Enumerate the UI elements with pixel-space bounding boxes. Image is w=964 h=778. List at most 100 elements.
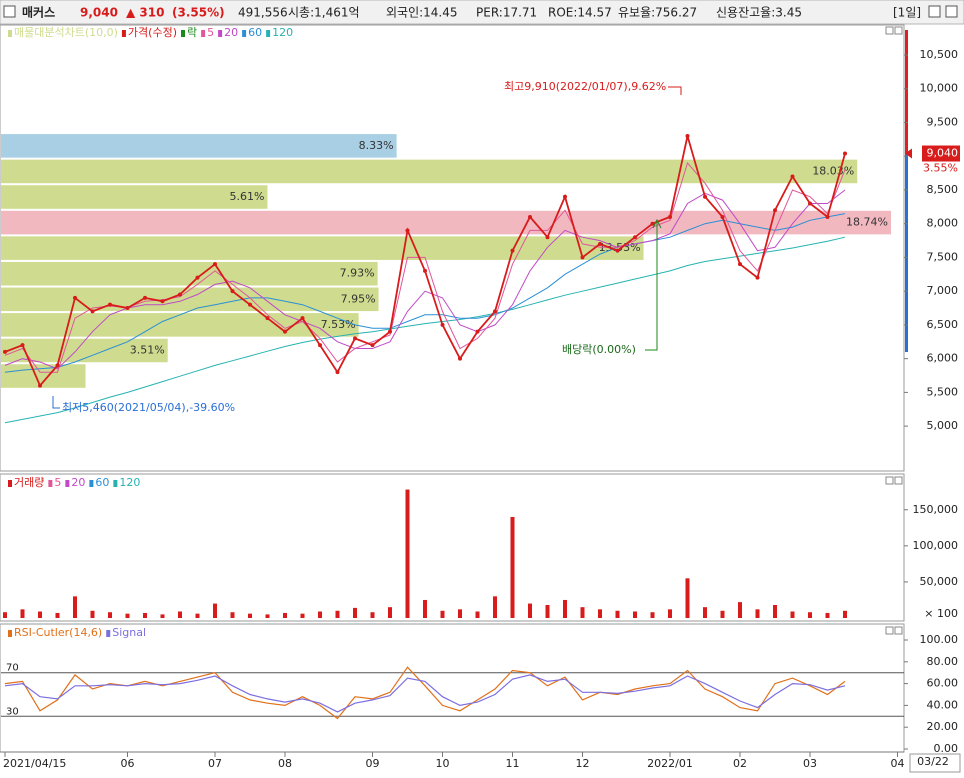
- y-tick-label: 5,500: [927, 385, 959, 398]
- volume-bar: [668, 609, 672, 618]
- y-tick-label: 10,500: [920, 48, 959, 61]
- high-annotation: 최고9,910(2022/01/07),9.62%: [504, 80, 666, 93]
- price-point: [633, 235, 637, 240]
- legend-swatch: [242, 30, 247, 37]
- volume-bar: [720, 610, 725, 618]
- volume-bar: [143, 612, 147, 618]
- volume-bar: [808, 612, 812, 618]
- series-line: [4, 161, 846, 373]
- y-tick-label: 80.00: [927, 655, 959, 668]
- legend-label: 60: [248, 26, 262, 39]
- legend-label: 락: [187, 26, 197, 39]
- volume-profile-band: [1, 236, 644, 260]
- price-point: [825, 214, 830, 219]
- band-label: 3.51%: [130, 343, 165, 356]
- legend-label: 매물대분석차트(10,0): [14, 26, 118, 39]
- volume-bar: [213, 603, 217, 618]
- volume-bar: [195, 613, 200, 618]
- price-point: [283, 329, 287, 334]
- price-point: [475, 329, 480, 334]
- volume-profile-band: [1, 261, 378, 286]
- price-point: [178, 292, 182, 297]
- price-point: [3, 349, 7, 354]
- panel-button[interactable]: [885, 26, 894, 35]
- legend-label: Signal: [112, 626, 146, 639]
- checkbox[interactable]: [3, 5, 16, 18]
- x-tick-label: 07: [208, 757, 222, 770]
- price-point: [160, 299, 165, 304]
- volume-bar: [388, 607, 392, 618]
- volume-bar: [335, 610, 340, 618]
- panel-button[interactable]: [894, 26, 903, 35]
- price-point: [598, 241, 602, 246]
- legend-label: 20: [224, 26, 238, 39]
- y-tick-label: 6,500: [927, 318, 959, 331]
- volume-bar: [300, 613, 305, 618]
- plot-layer: 8.33%18.03%5.61%18.74%13.53%7.93%7.95%7.…: [1, 26, 960, 770]
- y-tick-label: 40.00: [927, 698, 959, 711]
- x-tick-label: 03: [803, 757, 817, 770]
- volume-bar: [598, 609, 602, 618]
- price-point: [458, 356, 462, 361]
- x-tick-label: 02: [733, 757, 747, 770]
- panel-button[interactable]: [894, 626, 903, 635]
- x-tick-label: 06: [121, 757, 135, 770]
- foreign: 외국인:14.45: [386, 6, 458, 20]
- price-point: [493, 309, 497, 314]
- current-pointer: [905, 148, 912, 159]
- volume-bar: [773, 605, 777, 618]
- price-panel: [0, 24, 905, 472]
- price-point: [423, 268, 427, 273]
- volume-bar: [20, 609, 25, 618]
- price-point: [545, 235, 550, 240]
- band-label: 7.93%: [340, 267, 375, 280]
- low-arrow: [52, 396, 60, 409]
- price-point: [73, 295, 77, 300]
- legend-swatch: [48, 480, 53, 487]
- volume-bar: [755, 609, 760, 618]
- price-point: [90, 309, 95, 314]
- panel-button[interactable]: [894, 476, 903, 485]
- y-tick-label: 8,500: [927, 183, 959, 196]
- y-tick-label: 50,000: [920, 575, 959, 588]
- period[interactable]: [1일]: [893, 6, 921, 20]
- ex-dividend-arrow: [645, 218, 662, 351]
- price-point: [843, 151, 847, 156]
- volume-bar: [510, 516, 515, 618]
- volume-bar: [843, 610, 847, 618]
- price-point: [790, 174, 795, 179]
- series-line: [4, 674, 846, 713]
- volume-bar: [580, 607, 585, 618]
- x-tick-label: 2021/04/15: [3, 757, 66, 770]
- price-point: [510, 248, 515, 253]
- menu-button[interactable]: [928, 5, 941, 18]
- y-tick-label: 60.00: [927, 677, 959, 690]
- volume-profile-band: [1, 159, 858, 184]
- volume-bar: [3, 612, 7, 618]
- price-point: [370, 343, 375, 348]
- y-tick-label: 10,000: [920, 82, 959, 95]
- volume-profile-band: [1, 287, 379, 312]
- price-point: [55, 363, 60, 368]
- volume-bar: [790, 611, 795, 618]
- x-tick-label: 10: [436, 757, 450, 770]
- price-point: [720, 214, 725, 219]
- volume-bar: [458, 609, 462, 618]
- panel-button[interactable]: [885, 626, 894, 635]
- panel-button[interactable]: [885, 476, 894, 485]
- y-tick-label: 8,000: [927, 217, 959, 230]
- price-point: [388, 329, 392, 334]
- legend-label: RSI-Cutler(14,6): [14, 626, 102, 639]
- current-date: 03/22: [917, 755, 949, 768]
- y-tick-label: 6,000: [927, 352, 959, 365]
- volume-bar: [738, 602, 742, 618]
- x-tick-label: 11: [506, 757, 520, 770]
- volume-bar: [283, 612, 287, 618]
- price-point: [353, 336, 357, 341]
- y-tick-label: 100,000: [913, 539, 959, 552]
- change-pct: (3.55%): [172, 6, 225, 20]
- y-tick-label: 150,000: [913, 503, 959, 516]
- close-button[interactable]: [945, 5, 958, 18]
- legend-swatch: [8, 630, 12, 637]
- volume-bar: [440, 610, 445, 618]
